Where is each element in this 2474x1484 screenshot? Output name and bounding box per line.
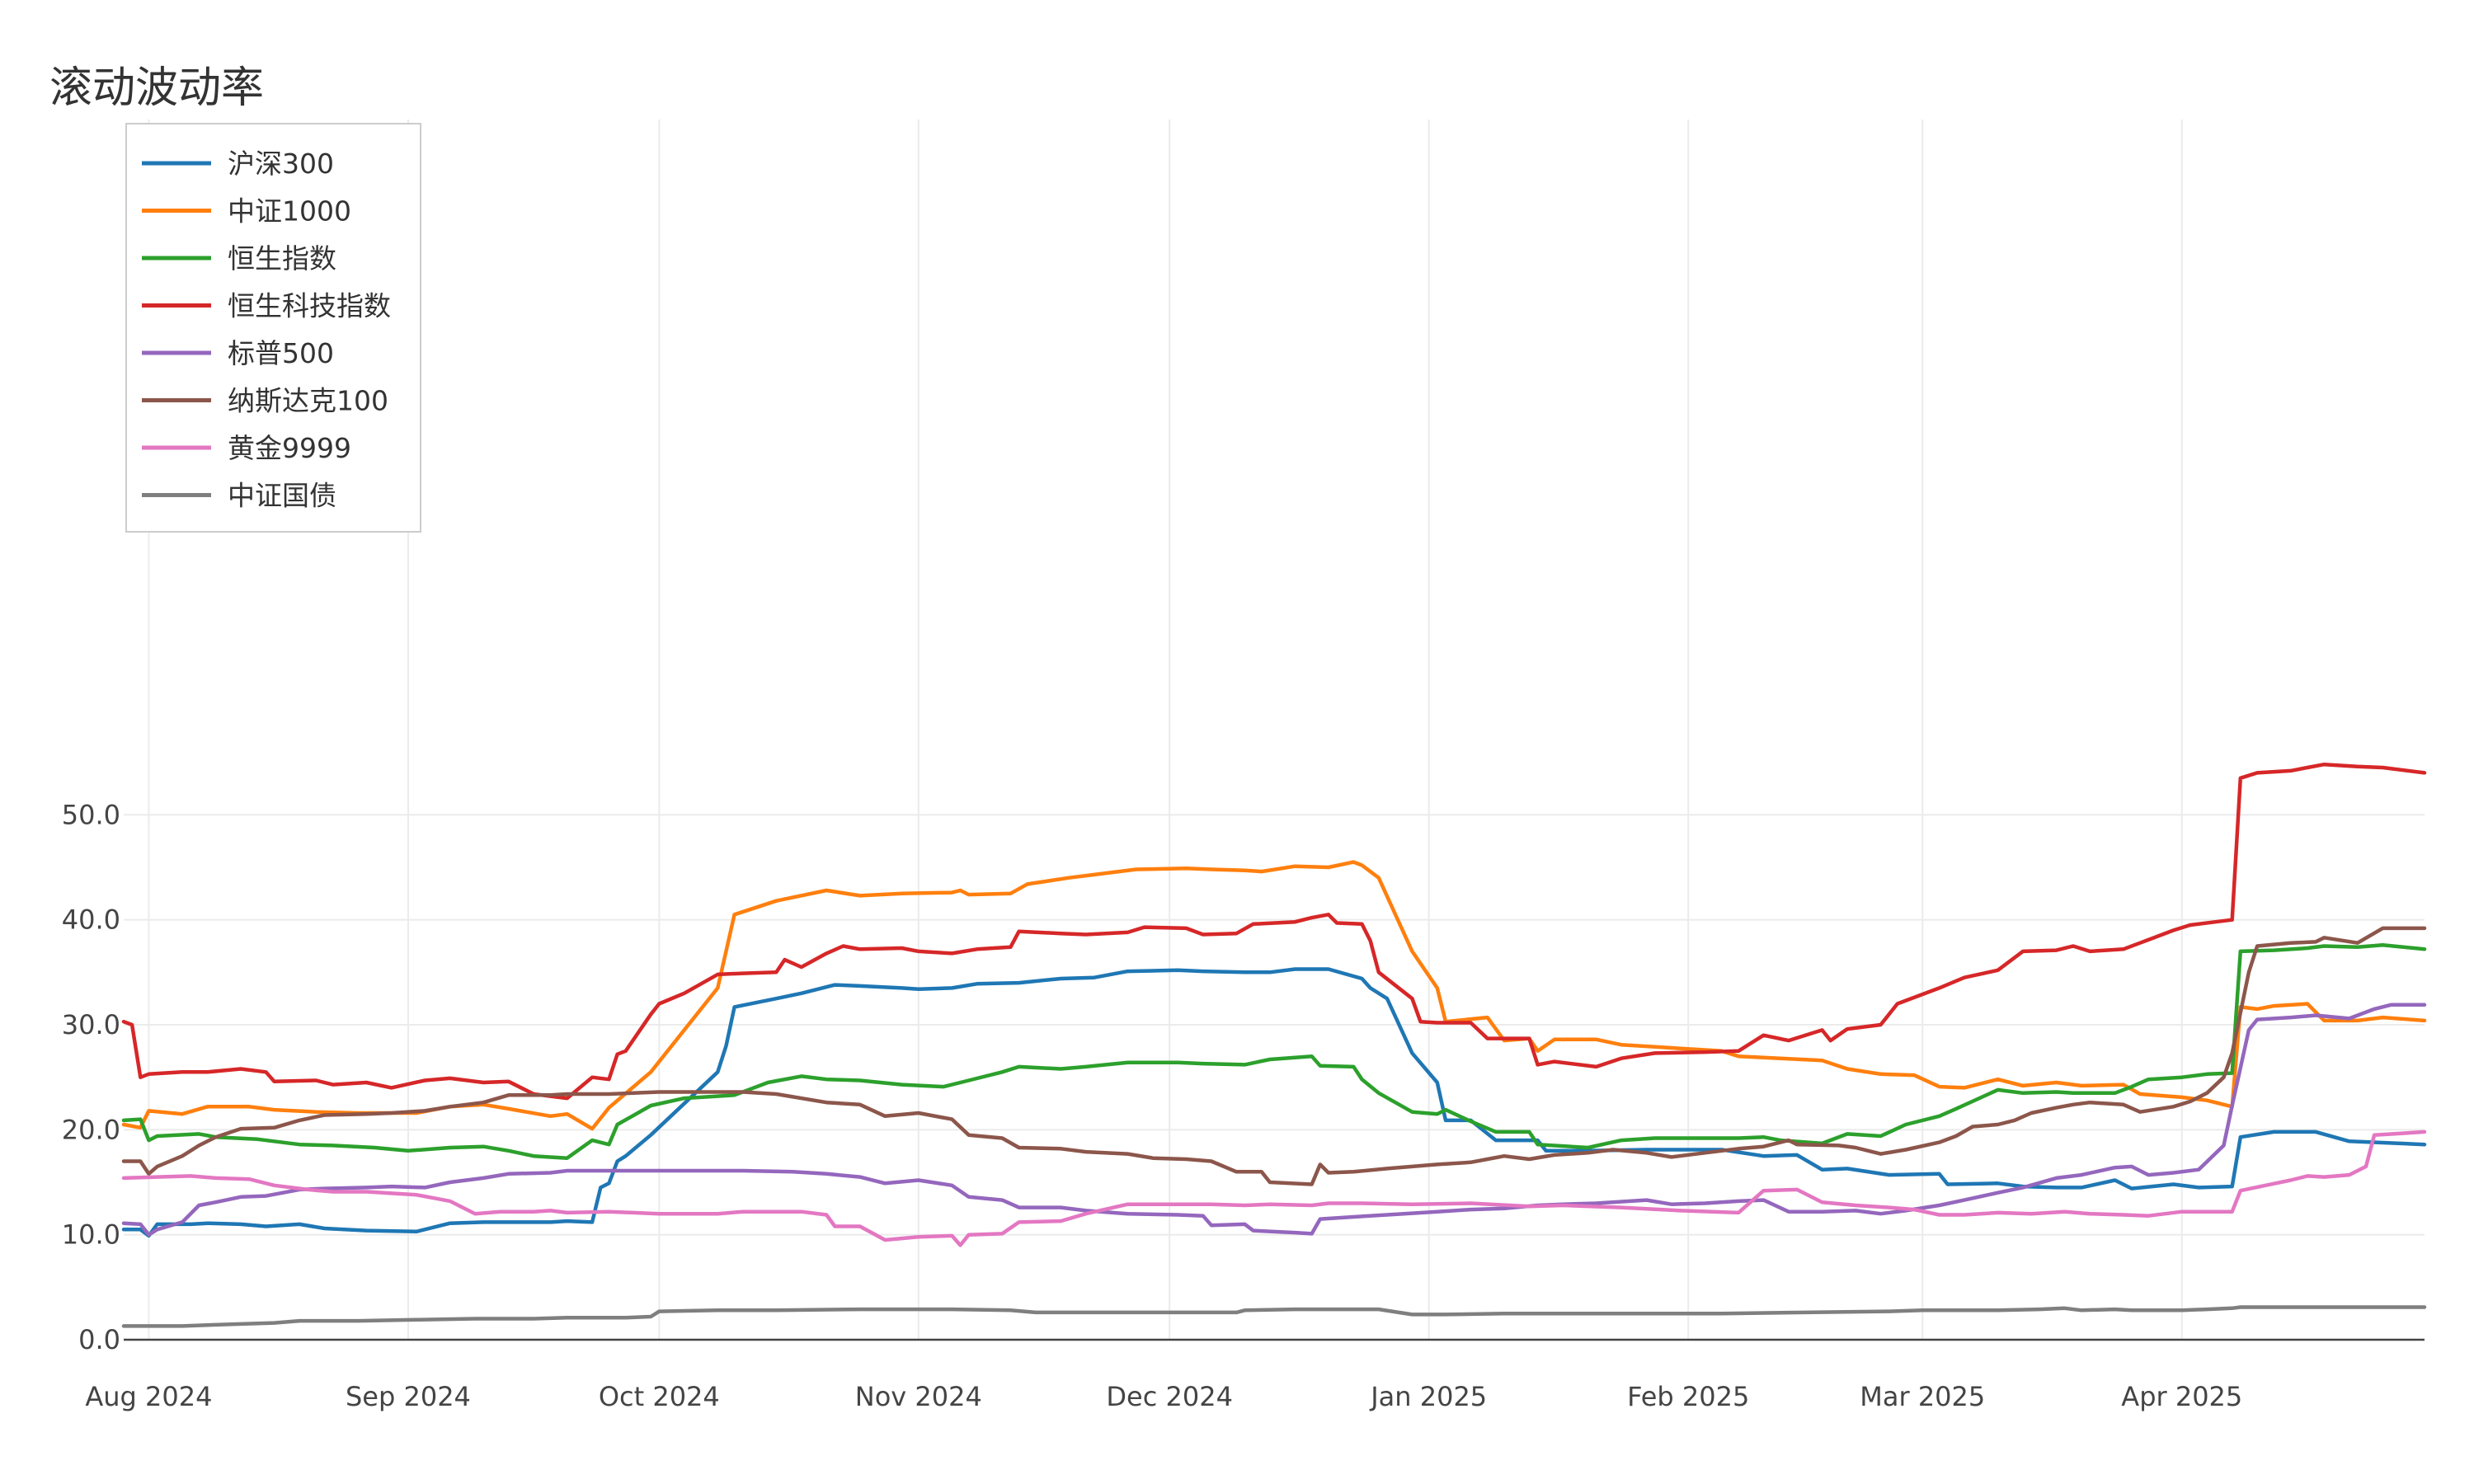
x-tick-label: Oct 2024: [599, 1381, 720, 1412]
legend-label: 中证国债: [228, 480, 336, 512]
legend-label: 沪深300: [228, 148, 334, 180]
y-tick-label: 30.0: [62, 1009, 120, 1040]
grid: [124, 120, 2425, 1340]
series-line-2: [121, 942, 2427, 1160]
x-tick-label: Mar 2025: [1860, 1381, 1985, 1412]
series-line-7: [121, 1305, 2427, 1328]
x-tick-label: Dec 2024: [1106, 1381, 1233, 1412]
series-line-4: [121, 1003, 2427, 1237]
x-tick-label: Nov 2024: [855, 1381, 982, 1412]
series-line-0: [121, 967, 2427, 1238]
legend-label: 恒生科技指数: [228, 290, 391, 322]
series-lines: [121, 762, 2427, 1328]
series-line-6: [121, 1129, 2427, 1247]
x-tick-label: Apr 2025: [2121, 1381, 2242, 1412]
legend-label: 纳斯达克100: [228, 385, 388, 417]
x-tick-label: Aug 2024: [85, 1381, 212, 1412]
legend-box: [125, 123, 421, 533]
x-tick-label: Feb 2025: [1627, 1381, 1749, 1412]
series-line-1: [121, 860, 2427, 1131]
legend-label: 黄金9999: [228, 432, 351, 464]
legend-label: 恒生指数: [228, 242, 336, 275]
legend-label: 标普500: [228, 337, 334, 369]
chart-title: 滚动波动率: [49, 63, 264, 113]
series-line-3: [121, 762, 2427, 1101]
series-line-5: [121, 926, 2427, 1186]
y-tick-label: 50.0: [62, 799, 120, 830]
y-tick-label: 0.0: [78, 1324, 120, 1355]
y-tick-label: 10.0: [62, 1219, 120, 1251]
y-tick-label: 20.0: [62, 1114, 120, 1145]
x-tick-label: Sep 2024: [346, 1381, 471, 1412]
x-tick-label: Jan 2025: [1369, 1381, 1487, 1412]
legend-label: 中证1000: [228, 195, 351, 228]
axes: 0.0 10.0 20.0 30.0 40.0 50.0 Aug 2024 Sep 2024 O…: [62, 799, 2425, 1412]
y-tick-label: 40.0: [62, 904, 120, 936]
